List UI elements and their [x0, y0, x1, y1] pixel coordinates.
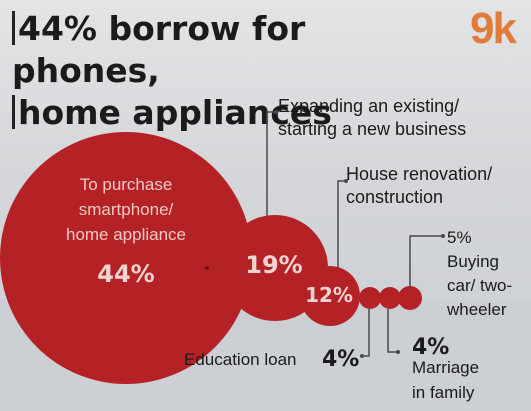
bubble-3: [359, 287, 381, 309]
bubble-2: [300, 266, 360, 326]
value-label-0: 44%: [97, 260, 154, 288]
publisher-logo: 9k: [470, 4, 517, 53]
leader-dot-2: [344, 179, 348, 183]
category-label-5: Buying: [447, 252, 499, 271]
headline-bar-2: [12, 95, 15, 129]
bubble-label-0: home appliance: [66, 225, 186, 244]
category-label-5: car/ two-: [447, 276, 512, 295]
bubble-label-0: smartphone/: [79, 200, 174, 219]
category-label-4: Marriage: [412, 358, 479, 377]
bubble-5: [398, 286, 422, 310]
category-label-1: starting a new business: [278, 119, 466, 139]
headline-line-1: 44% borrow for phones,: [12, 9, 306, 90]
bubble-center-dot: [205, 266, 209, 270]
headline: 44% borrow for phones, home appliances: [12, 8, 422, 134]
category-label-1: Expanding an existing/: [278, 96, 459, 116]
value-label-4: 4%: [412, 335, 449, 360]
leader-line-2: [337, 180, 346, 279]
category-label-4: in family: [412, 383, 475, 402]
bubble-label-0: To purchase: [80, 175, 173, 194]
headline-bar-1: [12, 11, 15, 45]
headline-line-2: home appliances: [18, 93, 332, 132]
leader-line-4: [387, 309, 398, 353]
leader-dot-3: [360, 354, 364, 358]
category-label-3: Education loan: [184, 350, 296, 369]
bubble-4: [379, 287, 401, 309]
value-label-3: 4%: [322, 347, 359, 372]
category-label-2: construction: [346, 187, 443, 207]
leader-line-1: [266, 111, 276, 235]
leader-line-3: [362, 309, 370, 357]
bubble-0: [0, 132, 252, 384]
category-label-5: wheeler: [446, 300, 507, 319]
value-label-5: 5%: [447, 228, 472, 247]
leader-dot-1: [274, 110, 278, 114]
leader-dot-4: [396, 350, 400, 354]
category-label-2: House renovation/: [346, 164, 492, 184]
leader-line-5: [409, 235, 443, 287]
leader-dot-5: [441, 234, 445, 238]
value-label-1: 19%: [245, 251, 302, 279]
value-label-2: 12%: [305, 283, 353, 307]
